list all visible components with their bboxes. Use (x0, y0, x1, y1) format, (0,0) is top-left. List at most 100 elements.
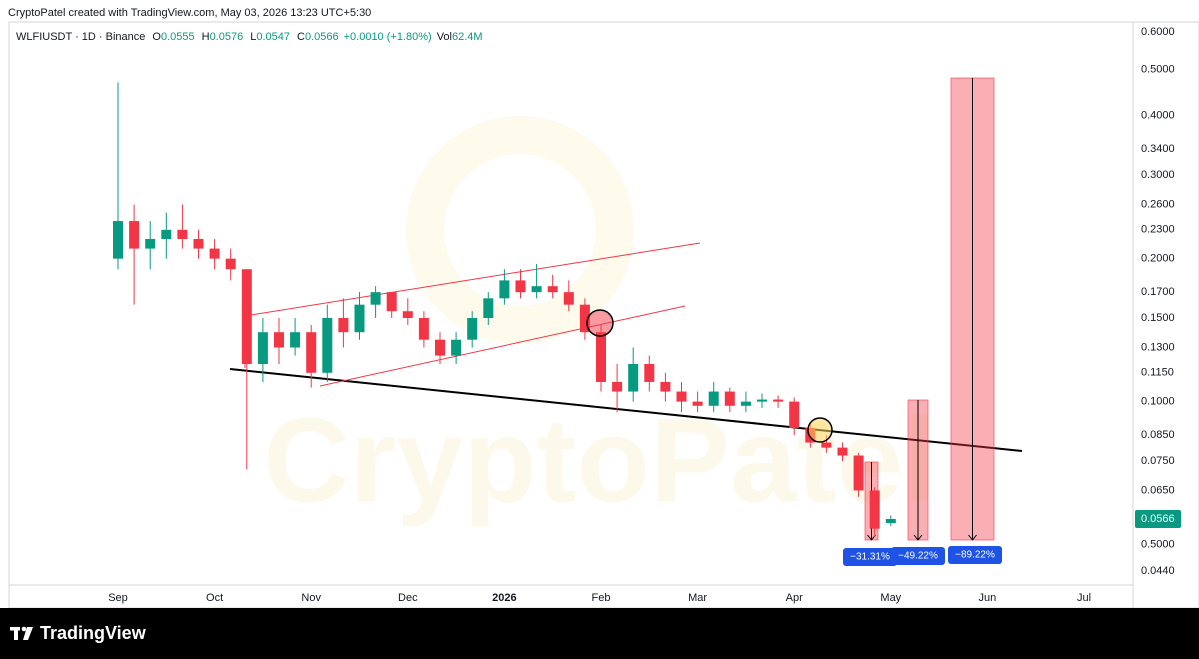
candle-body (113, 221, 123, 259)
y-tick-label: 0.2300 (1141, 224, 1175, 236)
price-label: 0.0566 (1141, 513, 1175, 525)
x-tick-label: Jun (979, 592, 997, 604)
candle-body (306, 332, 317, 373)
candle-body (612, 381, 623, 392)
y-tick-label: 0.3000 (1141, 169, 1175, 181)
candle-body (483, 298, 494, 318)
candle-body (354, 304, 365, 333)
candle-body (225, 258, 236, 270)
legend-key: C (297, 31, 305, 43)
measure-arrow-head (913, 534, 923, 541)
candle-body (370, 292, 381, 305)
annotation-label: −31.31% (850, 552, 890, 563)
candle-body (531, 286, 542, 293)
legend-key: L (250, 31, 256, 43)
support-line (229, 368, 1023, 452)
retest-marker (807, 417, 833, 443)
legend-text: WLFIUSDT · 1D · Binance O0.0555 H0.0576 L0.… (16, 31, 483, 43)
candle-body (129, 221, 140, 249)
candle-body (467, 317, 478, 340)
y-tick-label: 0.5000 (1141, 64, 1175, 76)
candle-body (660, 381, 671, 392)
measure-arrow-head (867, 534, 876, 541)
x-tick-label: Oct (206, 592, 223, 604)
header-text: CryptoPatel created with TradingView.com… (8, 7, 371, 19)
x-tick-label: May (880, 592, 901, 604)
candle-body (757, 399, 767, 402)
candle-body (515, 280, 526, 293)
annotation-box (891, 547, 945, 565)
candle-body (177, 229, 188, 239)
candle-body (209, 248, 220, 259)
candle-body (451, 339, 462, 356)
y-tick-label: 0.6000 (1141, 26, 1175, 38)
footer-logo: TradingView (40, 623, 147, 643)
candle-body (773, 399, 784, 402)
watermark-group: CryptoPatel (263, 116, 937, 528)
candle-body (161, 229, 172, 239)
candle-body (274, 332, 284, 348)
y-tick-label: 0.0650 (1141, 484, 1175, 496)
footer-logo-icon (10, 626, 33, 640)
logo-part (21, 626, 27, 632)
channel-lower (319, 305, 686, 387)
candle-body (596, 332, 606, 382)
legend-value: 0.0555 (161, 31, 195, 43)
footer (0, 608, 1199, 659)
candle-body (628, 364, 639, 392)
candle-body (563, 292, 574, 305)
measure-arrow-head (968, 534, 977, 541)
candle-body (853, 455, 864, 491)
y-tick-label: 0.2600 (1141, 198, 1175, 210)
annotation-box (843, 548, 897, 566)
candle-body (241, 269, 252, 365)
candle-body (821, 442, 832, 448)
legend-change: +0.0010 (+1.80%) (344, 31, 432, 43)
breakdown-marker (586, 309, 614, 337)
candle-body (789, 401, 800, 428)
candle-body (885, 519, 896, 524)
y-tick-label: 0.1700 (1141, 286, 1175, 298)
legend: WLFIUSDT · 1D · Binance O0.0555 H0.0576 L0.… (16, 31, 483, 43)
symbol: WLFIUSDT · 1D · Binance (16, 31, 145, 43)
legend-volume: 62.4M (452, 31, 483, 43)
x-tick-label: Nov (301, 592, 321, 604)
y-tick-label: 0.5000 (1141, 538, 1175, 550)
x-tick-label: Apr (786, 592, 803, 604)
y-tick-label: 0.2000 (1141, 253, 1175, 265)
candle-body (435, 339, 445, 356)
candle-body (322, 317, 333, 373)
x-tick-label: Mar (688, 592, 707, 604)
candle-body (402, 311, 413, 318)
candle-body (193, 238, 204, 249)
x-tick-label: Sep (108, 592, 128, 604)
y-tick-label: 0.3400 (1141, 143, 1175, 155)
y-tick-label: 0.4000 (1141, 110, 1175, 122)
y-tick-label: 0.0440 (1141, 565, 1175, 577)
y-tick-label: 0.1300 (1141, 341, 1175, 353)
legend-key: O (152, 31, 161, 43)
legend-value: 0.0547 (256, 31, 290, 43)
y-tick-label: 0.0750 (1141, 455, 1175, 467)
annotation-label: −49.22% (898, 551, 938, 562)
x-tick-label: Dec (398, 592, 418, 604)
legend-key: Vol (437, 31, 452, 43)
legend-key: H (202, 31, 210, 43)
logo-part (23, 627, 33, 640)
candle-body (676, 391, 687, 402)
annotation-label: −89.22% (955, 550, 995, 561)
candle-body (418, 317, 429, 340)
candle-body (290, 332, 301, 348)
annotation-box (948, 546, 1002, 564)
legend-value: 0.0576 (210, 31, 244, 43)
candle-body (740, 401, 751, 406)
y-tick-label: 0.1000 (1141, 396, 1175, 408)
watermark-logo (406, 116, 634, 344)
candle-body (547, 286, 558, 293)
candle-body (579, 304, 590, 333)
candle-body (837, 447, 848, 456)
candle-body (708, 391, 719, 406)
y-tick-label: 0.1500 (1141, 312, 1175, 324)
